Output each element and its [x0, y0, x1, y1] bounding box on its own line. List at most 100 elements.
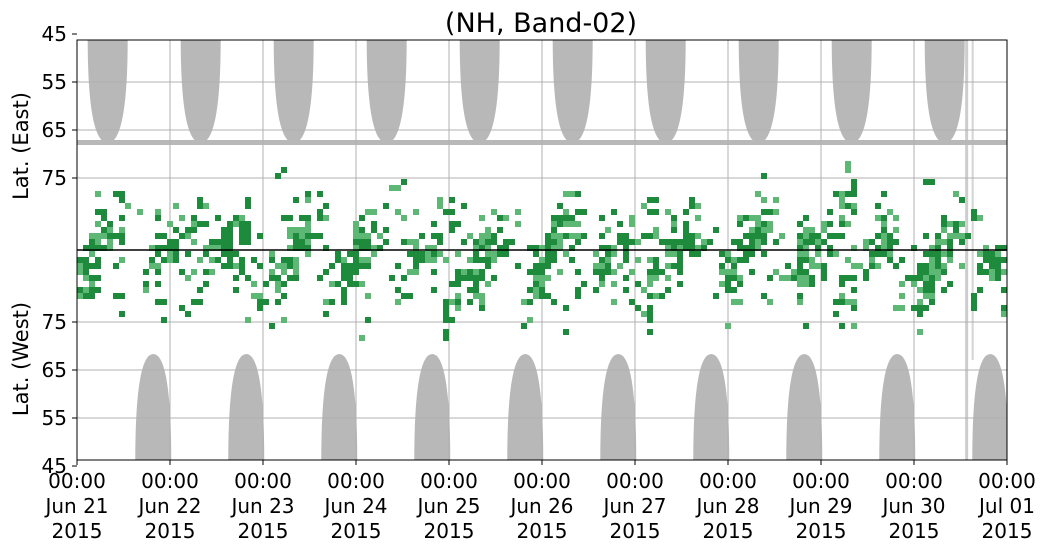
heat-cell-high — [527, 299, 533, 305]
heat-cell-low — [917, 329, 923, 335]
heat-cell-high — [173, 251, 179, 257]
heat-cell-high — [293, 275, 299, 281]
heat-cell-high — [827, 233, 833, 239]
heat-cell-low — [437, 251, 443, 257]
x-tick-label-line: Jun 28 — [694, 494, 759, 518]
heat-cell-high — [695, 251, 701, 257]
heat-cell-low — [677, 245, 683, 251]
heat-cell-high — [683, 245, 689, 251]
heat-cell-high — [731, 263, 737, 269]
heat-cell-high — [197, 197, 203, 203]
heat-cell-low — [731, 299, 737, 305]
heat-cell-high — [443, 305, 449, 311]
heat-cell-low — [641, 311, 647, 317]
heat-cell-low — [821, 221, 827, 227]
heat-cell-low — [359, 233, 365, 239]
heat-cell-high — [431, 221, 437, 227]
heat-cell-low — [959, 221, 965, 227]
heat-cell-high — [221, 239, 227, 245]
heat-cell-high — [539, 269, 545, 275]
heat-cell-high — [341, 263, 347, 269]
heat-cell-low — [137, 209, 143, 215]
heat-cell-low — [845, 161, 851, 167]
heat-cell-low — [479, 215, 485, 221]
heat-cell-high — [545, 257, 551, 263]
heat-cell-high — [929, 281, 935, 287]
heat-cell-high — [473, 275, 479, 281]
heat-cell-high — [911, 305, 917, 311]
heat-cell-high — [917, 311, 923, 317]
heat-cell-low — [353, 227, 359, 233]
heat-cell-high — [365, 239, 371, 245]
heat-cell-high — [401, 293, 407, 299]
heat-cell-high — [83, 257, 89, 263]
heat-cell-high — [923, 269, 929, 275]
x-tick-label-line: 2015 — [52, 519, 103, 543]
heat-cell-high — [647, 209, 653, 215]
heat-cell-high — [89, 263, 95, 269]
heat-cell-low — [977, 215, 983, 221]
heat-cell-low — [539, 275, 545, 281]
heat-cell-high — [335, 251, 341, 257]
heat-cell-high — [713, 227, 719, 233]
heat-cell-high — [257, 299, 263, 305]
heat-cell-low — [815, 251, 821, 257]
heat-cell-high — [179, 269, 185, 275]
heat-cell-high — [647, 329, 653, 335]
heat-cell-high — [953, 227, 959, 233]
heat-cell-low — [413, 209, 419, 215]
heat-cell-high — [671, 263, 677, 269]
heat-cell-high — [293, 245, 299, 251]
heat-cell-low — [413, 245, 419, 251]
heat-cell-high — [455, 299, 461, 305]
heat-cell-low — [851, 299, 857, 305]
heat-cell-low — [881, 221, 887, 227]
heat-cell-high — [851, 287, 857, 293]
heat-cell-high — [335, 257, 341, 263]
heat-cell-high — [503, 245, 509, 251]
heat-cell-low — [485, 245, 491, 251]
heat-cell-high — [383, 239, 389, 245]
heat-cell-low — [647, 281, 653, 287]
heat-cell-high — [941, 287, 947, 293]
heat-cell-high — [263, 281, 269, 287]
heat-cell-high — [245, 203, 251, 209]
heat-cell-high — [863, 269, 869, 275]
heat-cell-high — [713, 293, 719, 299]
heat-cell-high — [119, 191, 125, 197]
heat-cell-low — [929, 293, 935, 299]
y-tick-label: 75 — [42, 310, 67, 334]
heat-cell-high — [317, 191, 323, 197]
heat-cell-low — [761, 227, 767, 233]
heat-cell-high — [155, 233, 161, 239]
heat-cell-high — [635, 305, 641, 311]
heat-cell-high — [353, 251, 359, 257]
heat-cell-low — [533, 287, 539, 293]
heat-cell-high — [833, 191, 839, 197]
heat-cell-low — [767, 227, 773, 233]
heat-layer — [77, 161, 1007, 341]
plot-area — [77, 40, 1007, 460]
heat-cell-high — [353, 269, 359, 275]
heat-cell-high — [887, 257, 893, 263]
heat-cell-low — [695, 245, 701, 251]
heat-cell-low — [953, 191, 959, 197]
heat-cell-high — [575, 293, 581, 299]
heat-cell-high — [665, 287, 671, 293]
heat-cell-high — [275, 173, 281, 179]
heat-cell-high — [143, 281, 149, 287]
heat-cell-low — [977, 251, 983, 257]
heat-cell-low — [353, 233, 359, 239]
heat-cell-high — [365, 263, 371, 269]
heat-cell-high — [371, 227, 377, 233]
heat-cell-high — [377, 245, 383, 251]
heat-cell-high — [527, 245, 533, 251]
heat-cell-high — [209, 239, 215, 245]
heat-cell-high — [743, 233, 749, 239]
heat-cell-high — [215, 215, 221, 221]
heat-cell-high — [245, 239, 251, 245]
heat-cell-high — [383, 227, 389, 233]
heat-cell-low — [377, 233, 383, 239]
heat-cell-high — [563, 329, 569, 335]
heat-cell-high — [797, 293, 803, 299]
